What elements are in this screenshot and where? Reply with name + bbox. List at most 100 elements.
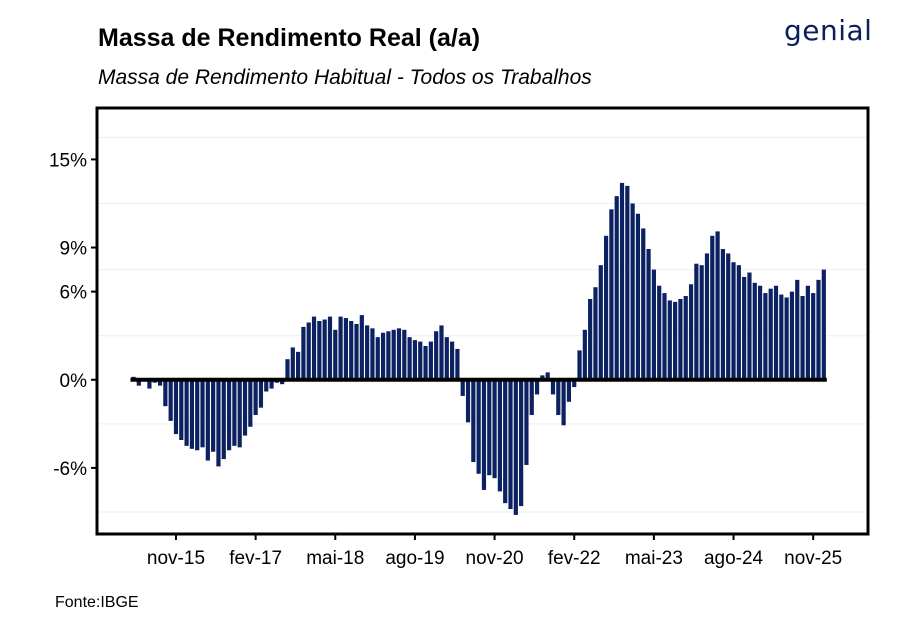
bar <box>216 379 221 467</box>
bar <box>519 379 524 507</box>
genial-logo: genial <box>784 14 873 47</box>
bar <box>550 379 556 395</box>
bar <box>423 345 428 380</box>
y-axis: 15% 9% 6% 0% -6% <box>49 150 97 480</box>
bar <box>455 348 460 380</box>
bar <box>269 379 274 389</box>
bar <box>211 379 216 452</box>
bar <box>349 321 354 380</box>
bar <box>221 379 226 460</box>
bar <box>412 340 418 380</box>
y-tick-label: 9% <box>60 239 88 260</box>
bar <box>343 318 348 380</box>
bar <box>662 293 667 380</box>
bar <box>795 279 800 380</box>
bar <box>821 269 826 380</box>
bar <box>460 379 465 396</box>
bar <box>688 284 694 380</box>
bar <box>237 379 242 448</box>
bar <box>726 253 731 380</box>
bar <box>710 235 715 380</box>
bar <box>258 379 264 408</box>
bar <box>784 297 789 380</box>
bar <box>763 293 768 380</box>
bar <box>566 379 572 402</box>
bar <box>742 276 747 380</box>
bar <box>497 379 502 492</box>
bar <box>673 301 678 380</box>
bar <box>317 321 322 380</box>
bar <box>779 294 784 380</box>
bar <box>375 337 380 380</box>
bar <box>301 326 306 380</box>
bar <box>503 379 508 504</box>
bar <box>588 298 593 380</box>
plot-frame <box>95 106 870 536</box>
bar <box>614 196 619 380</box>
bar <box>577 350 582 380</box>
bar <box>157 379 163 386</box>
bar <box>492 379 497 479</box>
bar <box>386 331 391 380</box>
bar <box>646 249 651 380</box>
bar <box>678 298 683 380</box>
bar <box>327 316 333 380</box>
bar <box>322 319 327 380</box>
bar <box>402 329 407 380</box>
bar <box>338 316 343 380</box>
bar <box>428 341 433 380</box>
bar <box>226 379 232 451</box>
bar <box>630 203 635 380</box>
bar <box>205 379 210 461</box>
chart-title: Massa de Rendimento Real (a/a) <box>98 24 481 52</box>
y-tick-label: 15% <box>49 150 87 171</box>
bar <box>603 235 609 380</box>
bar <box>540 375 545 380</box>
bar <box>619 182 625 380</box>
bar <box>242 379 248 436</box>
y-tick-label: 0% <box>60 371 88 392</box>
bar <box>694 263 699 380</box>
x-tick-label: mai-23 <box>625 548 683 569</box>
bar <box>704 253 710 380</box>
bar <box>200 379 205 448</box>
bar <box>136 379 141 386</box>
x-tick-label: ago-24 <box>704 548 764 569</box>
source-note: Fonte:IBGE <box>55 594 139 611</box>
bar <box>173 379 179 435</box>
bar <box>582 329 587 380</box>
bar <box>232 379 237 446</box>
bar <box>396 328 402 380</box>
bar <box>465 379 471 423</box>
bar <box>450 341 455 380</box>
bar <box>354 323 359 380</box>
bar <box>720 249 726 380</box>
bar <box>513 379 518 515</box>
bar <box>667 300 672 380</box>
bar <box>248 379 253 427</box>
bar <box>253 379 258 416</box>
bar <box>524 379 529 465</box>
y-tick-label: 6% <box>60 283 88 304</box>
bar <box>280 379 285 385</box>
bar <box>811 293 816 380</box>
bar <box>285 359 290 380</box>
bar <box>184 379 189 446</box>
bar <box>800 296 805 380</box>
bar <box>189 379 195 449</box>
bar <box>439 325 444 380</box>
bar <box>481 379 487 490</box>
bar <box>333 329 338 380</box>
bar <box>264 379 269 392</box>
x-tick-label: nov-15 <box>147 548 205 569</box>
bar <box>476 379 481 474</box>
bar <box>768 288 773 380</box>
bar <box>508 379 513 510</box>
bar <box>747 272 752 380</box>
bar <box>641 228 646 380</box>
bar <box>805 285 810 380</box>
x-tick-label: nov-25 <box>784 548 842 569</box>
bar <box>147 379 152 389</box>
bar <box>296 351 301 380</box>
x-tick-label: fev-22 <box>548 548 601 569</box>
